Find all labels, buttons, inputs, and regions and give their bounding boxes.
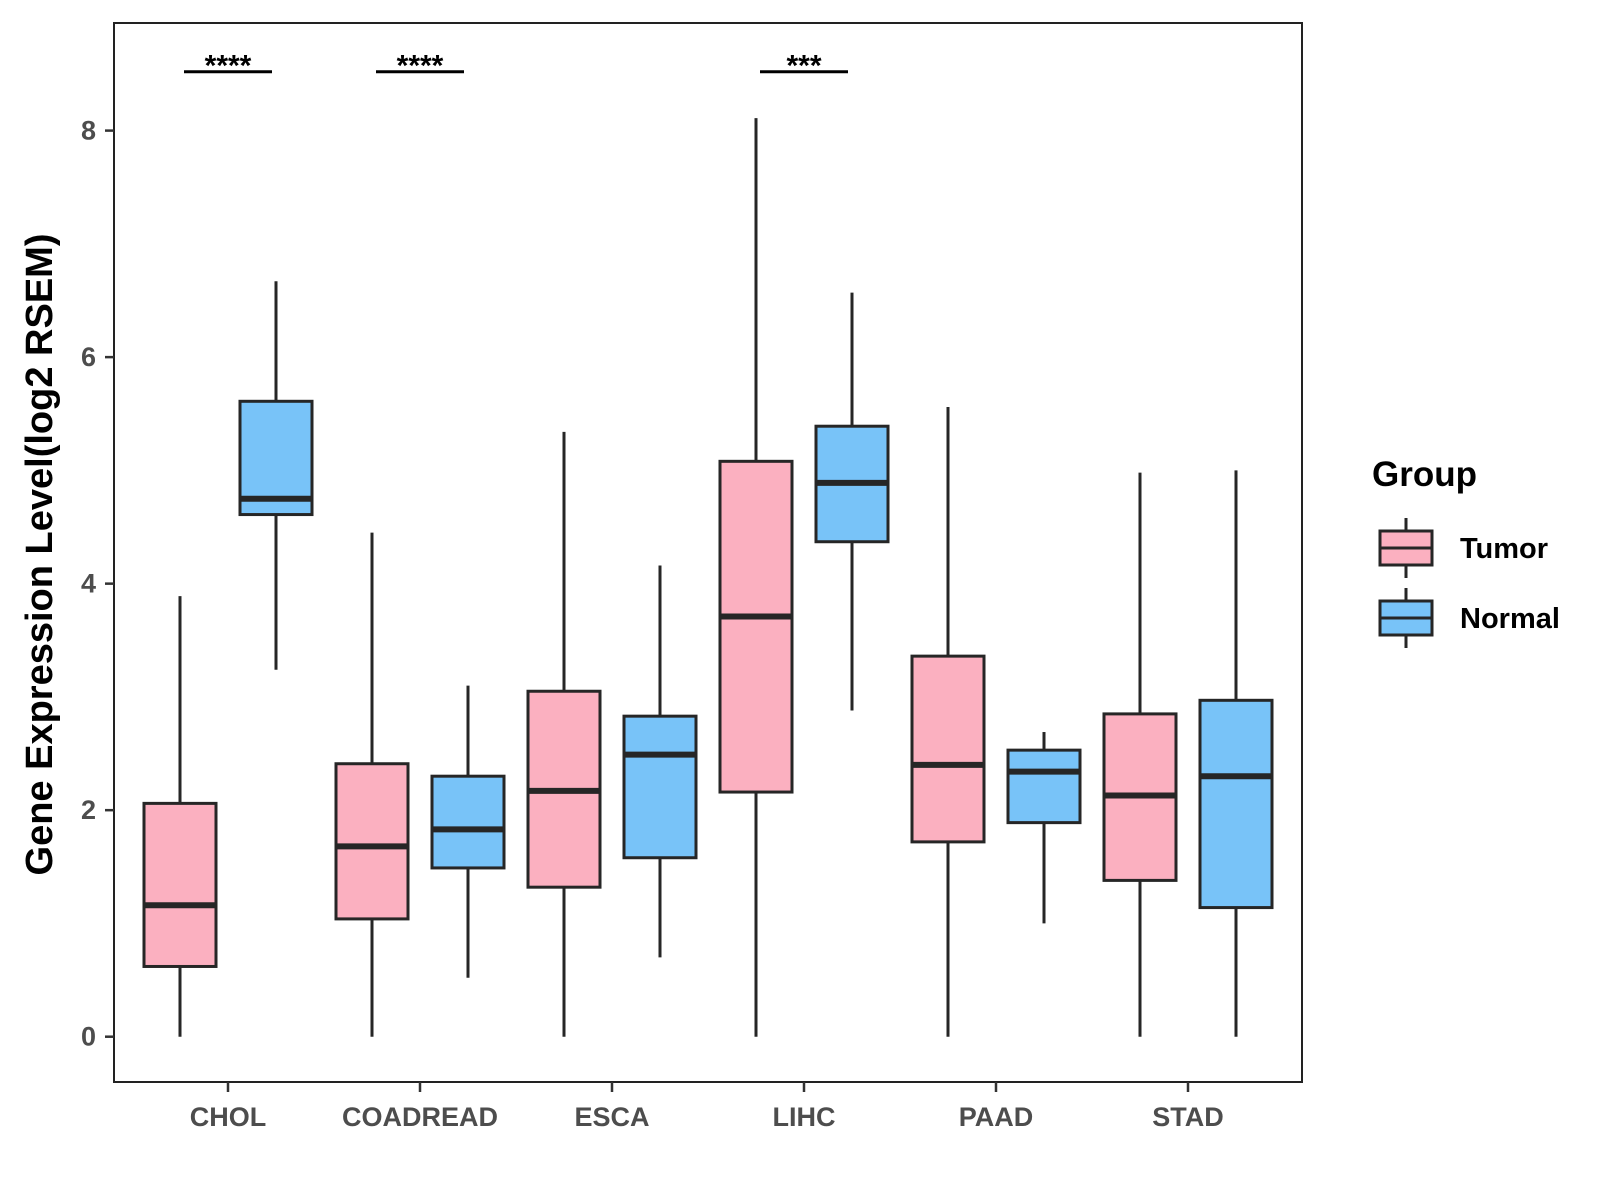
significance-coadread: **** [376, 50, 464, 83]
legend-title: Group [1372, 455, 1477, 494]
box-normal-coadread [430, 685, 506, 978]
box-normal-lihc [814, 292, 890, 711]
y-axis: 0 2 4 6 8 Gene Expression Level(log2 RSEM) [19, 116, 114, 1052]
box-normal-chol [238, 281, 314, 670]
box-body [334, 762, 410, 921]
box-body [142, 801, 218, 968]
y-tick-label-2: 2 [81, 795, 96, 825]
box-tumor-stad [1102, 472, 1178, 1037]
significance-chol: **** [184, 50, 272, 83]
box-body [622, 714, 698, 860]
legend-label: Normal [1460, 603, 1560, 635]
x-tick-label-lihc: LIHC [773, 1102, 836, 1132]
x-tick-label-esca: ESCA [574, 1102, 649, 1132]
box-normal-esca [622, 565, 698, 958]
box-body [910, 654, 986, 844]
significance-label: **** [397, 50, 444, 83]
box-body [1198, 698, 1274, 910]
box-body [718, 459, 794, 794]
plot-panel [113, 22, 1303, 1083]
legend: Group Tumor Normal [1372, 455, 1560, 648]
panel-border [113, 22, 1303, 1083]
significance-label: *** [786, 50, 821, 83]
x-tick-label-stad: STAD [1152, 1102, 1224, 1132]
x-tick-label-chol: CHOL [190, 1102, 267, 1132]
y-tick-label-8: 8 [81, 116, 96, 146]
box-normal-paad [1006, 732, 1082, 924]
legend-item-normal: Normal [1378, 588, 1560, 648]
box-body [430, 774, 506, 870]
box-tumor-coadread [334, 532, 410, 1037]
x-axis: CHOL COADREAD ESCA LIHC PAAD STAD [190, 1082, 1224, 1132]
y-tick-label-0: 0 [81, 1022, 96, 1052]
y-axis-title: Gene Expression Level(log2 RSEM) [19, 234, 61, 876]
legend-item-tumor: Tumor [1378, 518, 1548, 578]
y-tick-label-4: 4 [81, 569, 96, 599]
box-normal-stad [1198, 470, 1274, 1037]
x-tick-label-paad: PAAD [959, 1102, 1034, 1132]
box-body [238, 399, 314, 517]
x-tick-label-coadread: COADREAD [342, 1102, 498, 1132]
significance-layer: **** **** *** [184, 50, 848, 83]
y-tick-label-6: 6 [81, 342, 96, 372]
significance-label: **** [205, 50, 252, 83]
box-tumor-paad [910, 406, 986, 1037]
significance-lihc: *** [760, 50, 848, 83]
legend-label: Tumor [1460, 533, 1548, 565]
box-tumor-chol [142, 596, 218, 1037]
box-layer [142, 118, 1274, 1037]
box-body [1006, 748, 1082, 825]
box-tumor-esca [526, 431, 602, 1037]
box-tumor-lihc [718, 118, 794, 1037]
